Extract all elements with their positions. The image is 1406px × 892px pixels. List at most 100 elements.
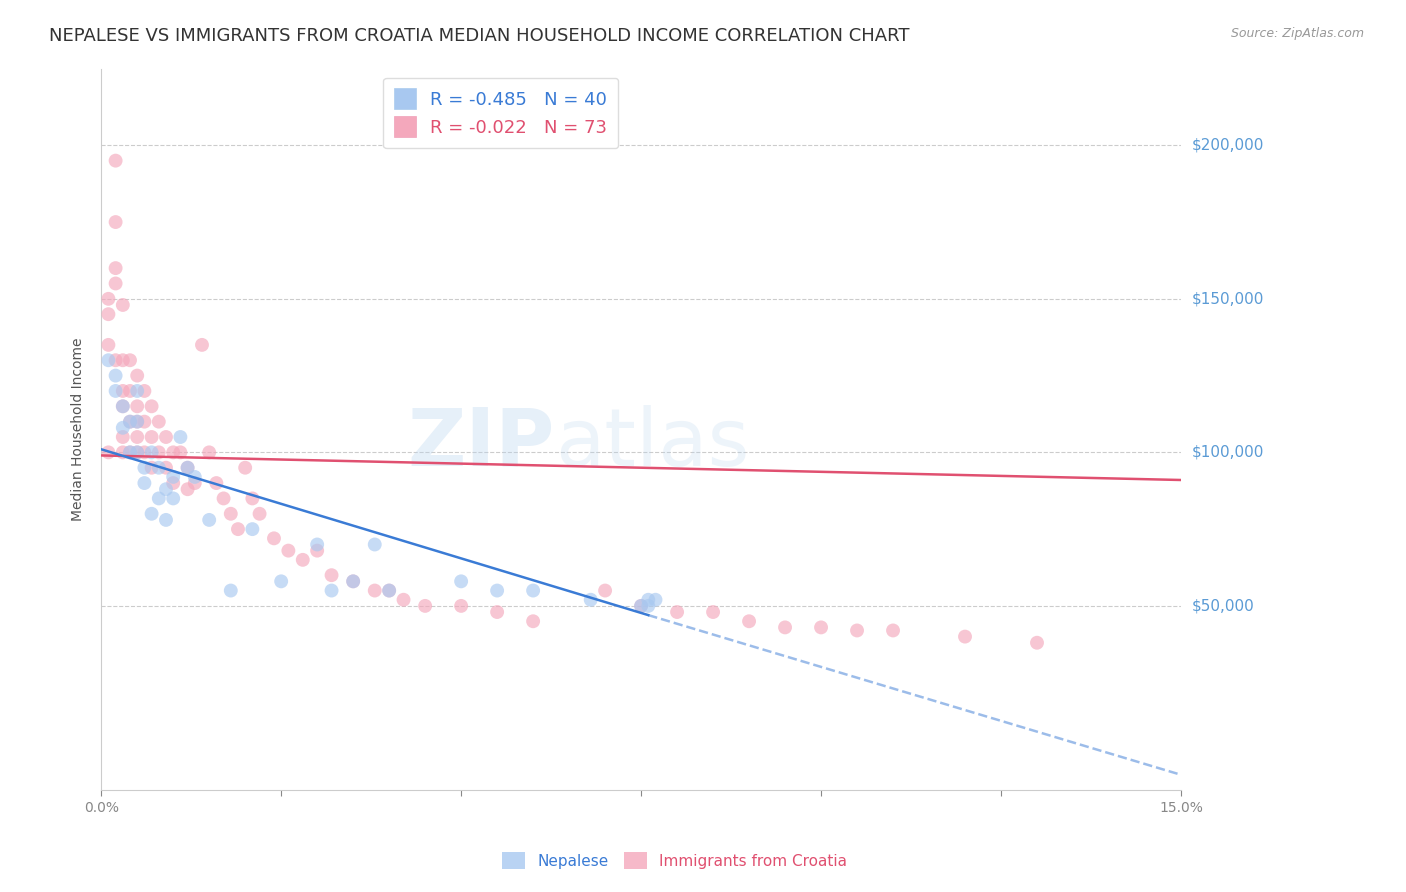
Point bbox=[97, 445, 120, 459]
Legend: R = -0.485   N = 40, R = -0.022   N = 73: R = -0.485 N = 40, R = -0.022 N = 73 bbox=[384, 78, 619, 148]
Point bbox=[176, 460, 198, 475]
Point bbox=[1026, 636, 1049, 650]
Point bbox=[134, 460, 156, 475]
Point bbox=[134, 476, 156, 491]
Point bbox=[191, 338, 214, 352]
Point bbox=[364, 537, 387, 551]
Point bbox=[522, 614, 544, 628]
Point bbox=[579, 592, 602, 607]
Point bbox=[148, 460, 170, 475]
Point bbox=[810, 620, 832, 634]
Point bbox=[378, 583, 401, 598]
Point bbox=[155, 430, 177, 444]
Point bbox=[104, 368, 127, 383]
Point bbox=[148, 445, 170, 459]
Text: $200,000: $200,000 bbox=[1192, 137, 1264, 153]
Point bbox=[450, 574, 472, 589]
Point bbox=[364, 583, 387, 598]
Point bbox=[162, 470, 184, 484]
Point bbox=[118, 445, 141, 459]
Point bbox=[205, 476, 228, 491]
Point bbox=[111, 399, 134, 413]
Point bbox=[141, 430, 163, 444]
Point bbox=[111, 421, 134, 435]
Point bbox=[277, 543, 299, 558]
Point bbox=[104, 261, 127, 276]
Point bbox=[162, 476, 184, 491]
Point bbox=[127, 399, 149, 413]
Point bbox=[169, 430, 191, 444]
Point bbox=[846, 624, 869, 638]
Text: $150,000: $150,000 bbox=[1192, 292, 1264, 306]
Point bbox=[134, 415, 156, 429]
Point bbox=[127, 430, 149, 444]
Point bbox=[127, 415, 149, 429]
Point bbox=[392, 592, 415, 607]
Point bbox=[97, 353, 120, 368]
Point bbox=[242, 522, 264, 536]
Point bbox=[97, 338, 120, 352]
Text: $50,000: $50,000 bbox=[1192, 599, 1254, 614]
Text: ZIP: ZIP bbox=[408, 405, 555, 483]
Point bbox=[263, 532, 285, 546]
Point bbox=[118, 445, 141, 459]
Point bbox=[111, 384, 134, 398]
Point bbox=[486, 583, 509, 598]
Point bbox=[184, 476, 207, 491]
Point bbox=[644, 592, 666, 607]
Point bbox=[226, 522, 249, 536]
Point bbox=[953, 630, 976, 644]
Point bbox=[97, 292, 120, 306]
Point bbox=[97, 307, 120, 321]
Point bbox=[134, 445, 156, 459]
Point bbox=[198, 445, 221, 459]
Point bbox=[111, 445, 134, 459]
Point bbox=[773, 620, 796, 634]
Point bbox=[342, 574, 364, 589]
Point bbox=[176, 482, 198, 496]
Point bbox=[321, 568, 343, 582]
Point bbox=[111, 430, 134, 444]
Text: $100,000: $100,000 bbox=[1192, 445, 1264, 460]
Point bbox=[291, 553, 314, 567]
Point bbox=[882, 624, 904, 638]
Point bbox=[169, 445, 191, 459]
Point bbox=[738, 614, 761, 628]
Point bbox=[118, 384, 141, 398]
Point bbox=[630, 599, 652, 613]
Point bbox=[104, 215, 127, 229]
Point bbox=[104, 384, 127, 398]
Point bbox=[198, 513, 221, 527]
Point bbox=[486, 605, 509, 619]
Point bbox=[233, 460, 256, 475]
Point bbox=[127, 445, 149, 459]
Point bbox=[141, 445, 163, 459]
Y-axis label: Median Household Income: Median Household Income bbox=[72, 337, 86, 521]
Point bbox=[249, 507, 271, 521]
Point bbox=[127, 415, 149, 429]
Point bbox=[593, 583, 616, 598]
Point bbox=[118, 415, 141, 429]
Text: atlas: atlas bbox=[555, 405, 749, 483]
Point bbox=[270, 574, 292, 589]
Point bbox=[666, 605, 689, 619]
Point bbox=[134, 384, 156, 398]
Point bbox=[111, 399, 134, 413]
Text: Source: ZipAtlas.com: Source: ZipAtlas.com bbox=[1230, 27, 1364, 40]
Point bbox=[219, 507, 242, 521]
Point bbox=[637, 592, 659, 607]
Point bbox=[321, 583, 343, 598]
Point bbox=[148, 491, 170, 506]
Point bbox=[155, 460, 177, 475]
Point bbox=[184, 470, 207, 484]
Point bbox=[141, 507, 163, 521]
Point bbox=[118, 353, 141, 368]
Point bbox=[111, 353, 134, 368]
Point bbox=[104, 353, 127, 368]
Point bbox=[522, 583, 544, 598]
Point bbox=[127, 445, 149, 459]
Point bbox=[104, 277, 127, 291]
Point bbox=[111, 298, 134, 312]
Point bbox=[378, 583, 401, 598]
Point bbox=[630, 599, 652, 613]
